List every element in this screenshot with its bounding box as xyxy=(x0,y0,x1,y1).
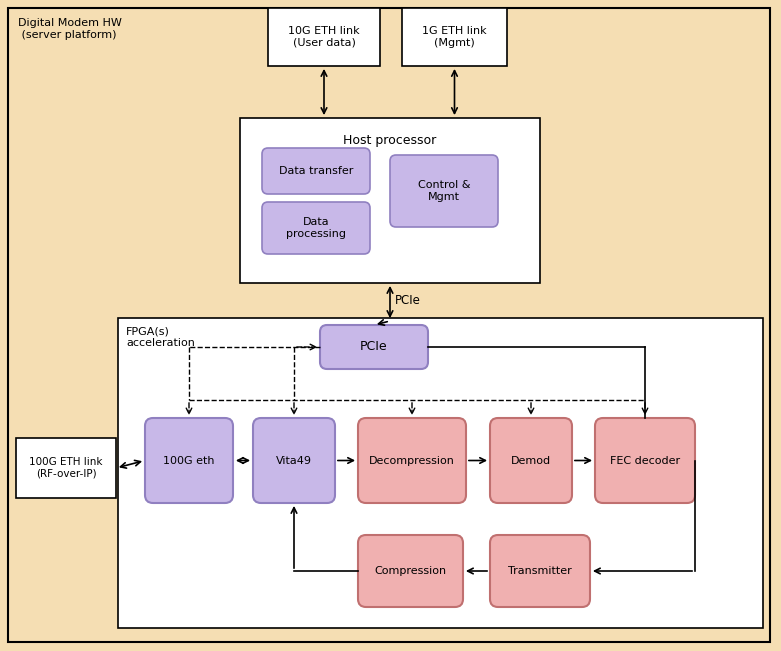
FancyBboxPatch shape xyxy=(118,318,763,628)
FancyBboxPatch shape xyxy=(358,418,466,503)
Text: Host processor: Host processor xyxy=(344,134,437,147)
FancyBboxPatch shape xyxy=(16,438,116,498)
Text: Data
processing: Data processing xyxy=(286,217,346,239)
FancyBboxPatch shape xyxy=(240,118,540,283)
Text: Compression: Compression xyxy=(374,566,447,576)
FancyBboxPatch shape xyxy=(595,418,695,503)
Text: Decompression: Decompression xyxy=(369,456,455,465)
Text: Demod: Demod xyxy=(511,456,551,465)
FancyBboxPatch shape xyxy=(490,418,572,503)
FancyBboxPatch shape xyxy=(268,8,380,66)
FancyBboxPatch shape xyxy=(145,418,233,503)
Text: Vita49: Vita49 xyxy=(276,456,312,465)
FancyBboxPatch shape xyxy=(262,148,370,194)
Text: Transmitter: Transmitter xyxy=(508,566,572,576)
Text: PCIe: PCIe xyxy=(395,294,421,307)
FancyBboxPatch shape xyxy=(358,535,463,607)
Text: FEC decoder: FEC decoder xyxy=(610,456,680,465)
FancyBboxPatch shape xyxy=(402,8,507,66)
FancyBboxPatch shape xyxy=(8,8,770,642)
Text: Digital Modem HW
 (server platform): Digital Modem HW (server platform) xyxy=(18,18,122,40)
Text: PCIe: PCIe xyxy=(360,340,388,353)
Text: FPGA(s)
acceleration: FPGA(s) acceleration xyxy=(126,326,195,348)
FancyBboxPatch shape xyxy=(262,202,370,254)
Text: 10G ETH link
(User data): 10G ETH link (User data) xyxy=(288,26,360,48)
Text: 100G ETH link
(RF-over-IP): 100G ETH link (RF-over-IP) xyxy=(29,457,103,478)
FancyBboxPatch shape xyxy=(253,418,335,503)
Text: 100G eth: 100G eth xyxy=(163,456,215,465)
FancyBboxPatch shape xyxy=(390,155,498,227)
FancyBboxPatch shape xyxy=(490,535,590,607)
Text: 1G ETH link
(Mgmt): 1G ETH link (Mgmt) xyxy=(423,26,487,48)
Text: Data transfer: Data transfer xyxy=(279,166,353,176)
Text: Control &
Mgmt: Control & Mgmt xyxy=(418,180,470,202)
FancyBboxPatch shape xyxy=(320,325,428,369)
